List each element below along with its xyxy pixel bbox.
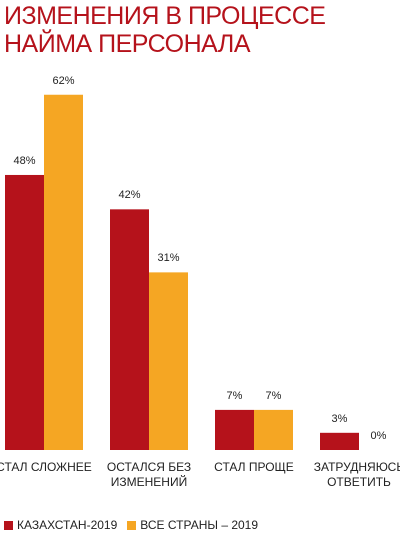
value-label: 0% bbox=[370, 430, 387, 442]
bar bbox=[44, 94, 83, 451]
bar bbox=[5, 174, 44, 450]
bar bbox=[320, 432, 359, 450]
value-label: 31% bbox=[157, 252, 180, 265]
legend: КАЗАХСТАН-2019 ВСЕ СТРАНЫ – 2019 bbox=[4, 518, 268, 532]
bar bbox=[149, 272, 188, 450]
bar bbox=[110, 209, 149, 450]
chart-title: ИЗМЕНЕНИЯ В ПРОЦЕССЕ НАЙМА ПЕРСОНАЛА bbox=[4, 2, 326, 58]
x-tick-label: ОСТАЛСЯ БЕЗ ИЗМЕНЕНИЙ bbox=[106, 460, 192, 489]
legend-label: ВСЕ СТРАНЫ – 2019 bbox=[140, 518, 259, 532]
bar bbox=[215, 409, 254, 450]
legend-swatch bbox=[127, 520, 137, 530]
value-label: 42% bbox=[118, 189, 141, 202]
legend-label: КАЗАХСТАН-2019 bbox=[17, 518, 118, 532]
value-label: 7% bbox=[226, 389, 243, 402]
value-label: 48% bbox=[13, 154, 36, 167]
legend-item: ВСЕ СТРАНЫ – 2019 bbox=[127, 518, 258, 532]
x-tick-label: СТАЛ СЛОЖНЕЕ bbox=[0, 460, 92, 474]
value-label: 62% bbox=[52, 74, 75, 87]
x-tick-label: ЗАТРУДНЯЮСЬ ОТВЕТИТЬ bbox=[313, 460, 400, 489]
legend-item: КАЗАХСТАН-2019 bbox=[4, 518, 117, 532]
x-tick-label: СТАЛ ПРОЩЕ bbox=[214, 460, 294, 474]
legend-swatch bbox=[4, 520, 13, 530]
bar bbox=[254, 409, 293, 450]
value-label: 7% bbox=[265, 389, 282, 402]
value-label: 3% bbox=[331, 412, 348, 425]
